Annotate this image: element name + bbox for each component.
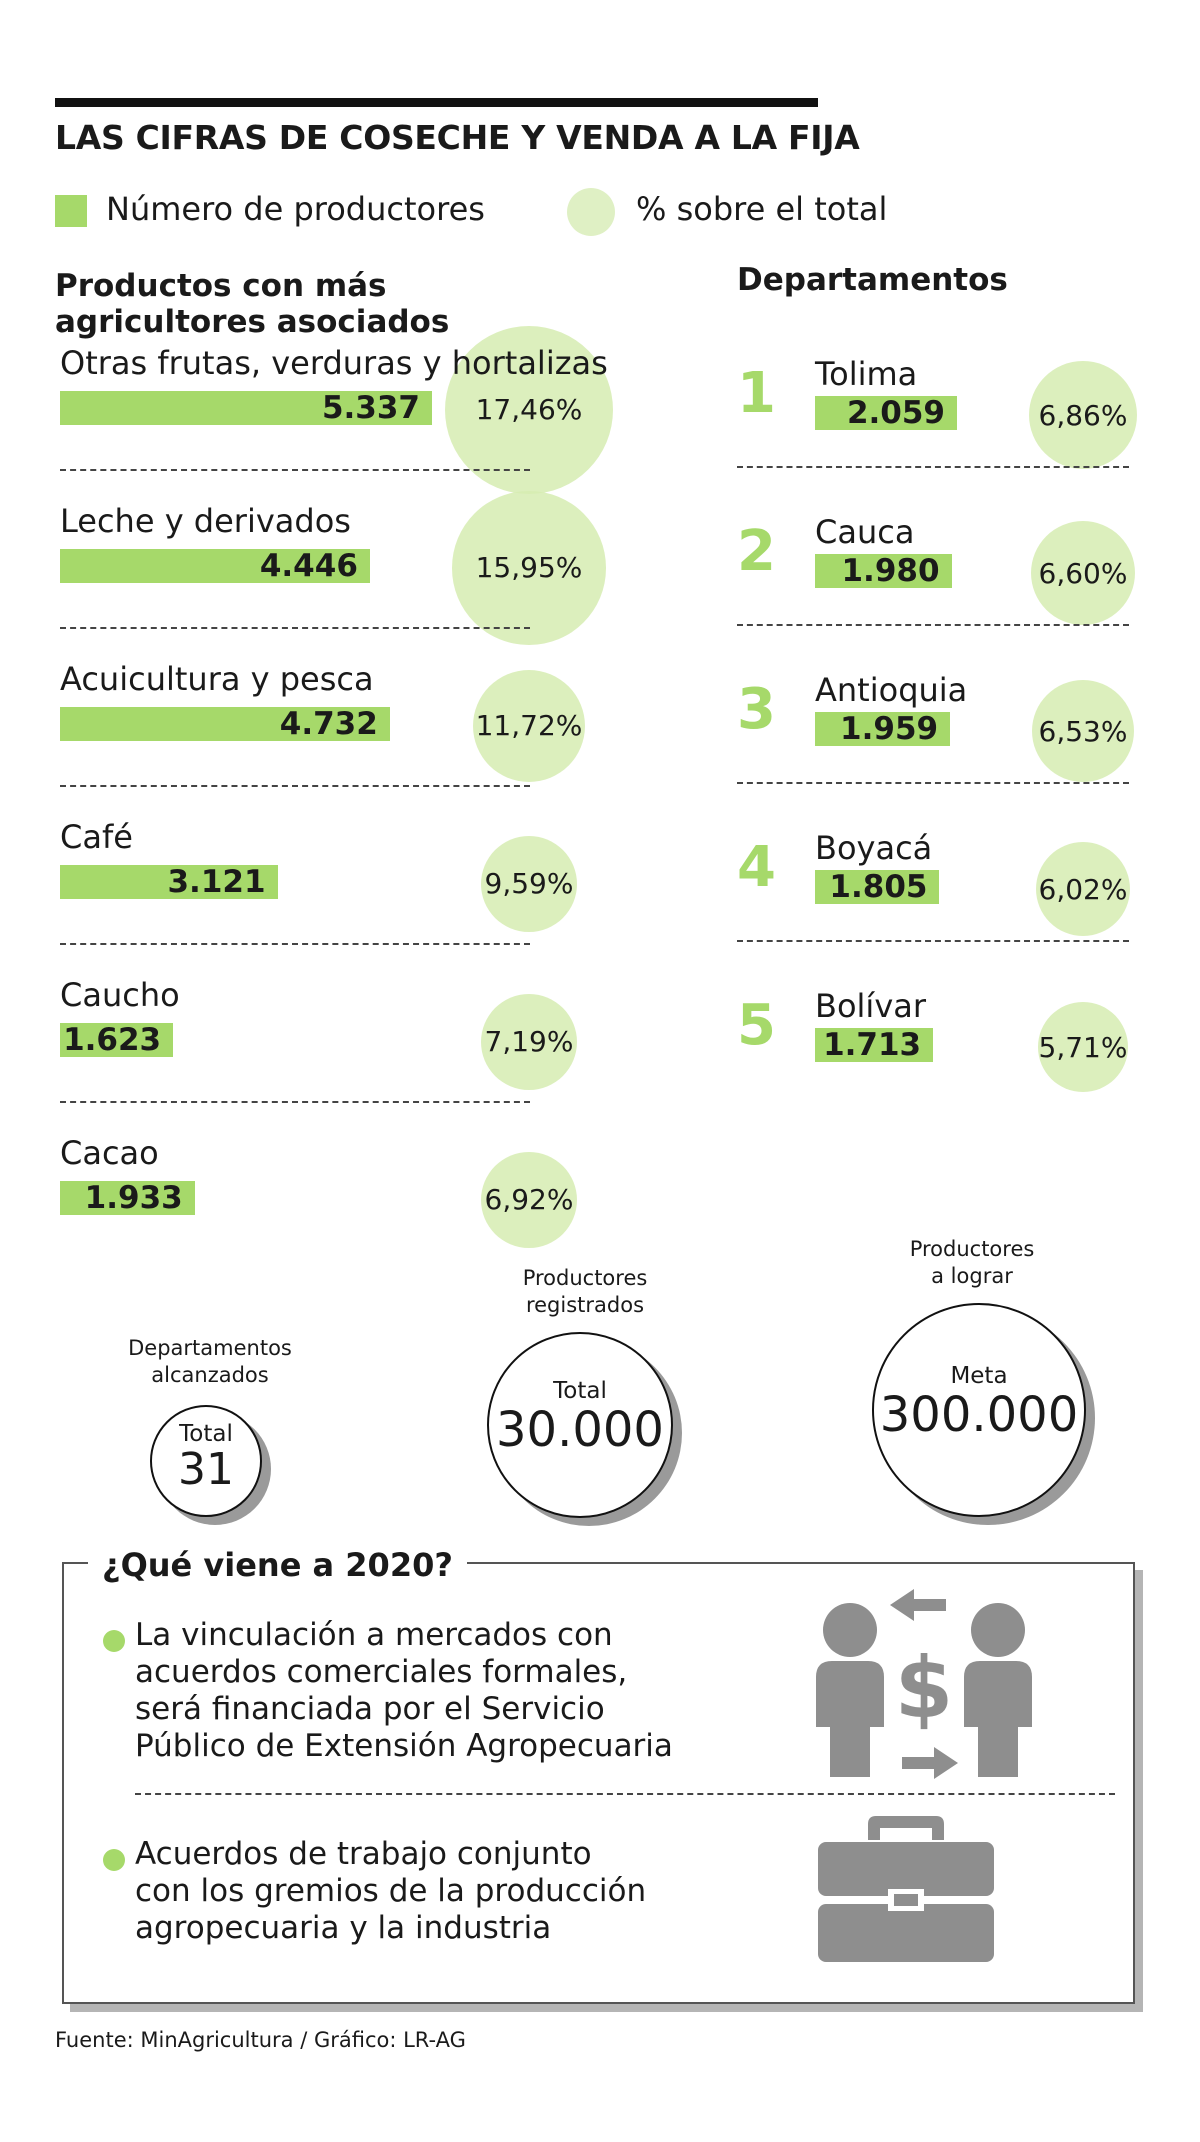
- product-value: 1.623: [63, 1022, 162, 1058]
- product-bar: [60, 391, 432, 425]
- departamentos-total-value: 31: [178, 1444, 234, 1495]
- row-divider: [737, 466, 1129, 468]
- product-bar: [60, 1023, 174, 1057]
- pct-label: 6,02%: [1038, 873, 1128, 906]
- legend-bar-swatch: [55, 195, 87, 227]
- departments-chart-title: Departamentos: [737, 262, 1008, 298]
- rank-number: 2: [737, 519, 776, 584]
- pct-label: 6,92%: [484, 1183, 574, 1216]
- pct-label: 11,72%: [475, 709, 583, 742]
- row-divider: [737, 624, 1129, 626]
- department-bar: [815, 712, 951, 746]
- product-label: Cacao: [60, 1134, 159, 1172]
- product-bar: [60, 1181, 195, 1215]
- product-value: 1.933: [84, 1180, 183, 1216]
- pct-label: 6,86%: [1038, 399, 1128, 432]
- legend-productores: Número de productores: [106, 190, 485, 228]
- pct-circle: [481, 1152, 577, 1248]
- department-value: 2.059: [846, 395, 945, 431]
- rank-number: 4: [737, 835, 776, 900]
- svg-text:$: $: [895, 1639, 953, 1737]
- product-value: 4.732: [279, 706, 378, 742]
- registrados-label: Productores registrados: [522, 1266, 648, 1317]
- product-value: 4.446: [259, 548, 358, 584]
- pct-circle: [481, 994, 577, 1090]
- department-value: 1.980: [841, 553, 940, 589]
- department-bar: [815, 870, 940, 904]
- outlook-item-1: La vinculación a mercados con acuerdos c…: [135, 1617, 673, 1764]
- registrados-total-circle: Total 30.000: [487, 1332, 673, 1518]
- pct-label: 7,19%: [484, 1025, 574, 1058]
- row-divider: [737, 782, 1129, 784]
- meta-total-circle: Meta 300.000: [872, 1303, 1086, 1517]
- department-value: 1.805: [829, 869, 928, 905]
- product-bar: [60, 707, 390, 741]
- row-divider: [60, 627, 530, 629]
- department-value: 1.959: [840, 711, 939, 747]
- departamentos-label: Departamentos alcanzados: [128, 1336, 292, 1387]
- briefcase-icon: [818, 1816, 994, 1962]
- meta-label: Productores a lograr: [909, 1237, 1035, 1288]
- products-chart-title: Productos con más agricultores asociados: [55, 268, 450, 340]
- row-divider: [60, 785, 530, 787]
- product-label: Café: [60, 818, 133, 856]
- department-label: Bolívar: [815, 987, 927, 1025]
- source-note: Fuente: MinAgricultura / Gráfico: LR-AG: [55, 2028, 466, 2052]
- product-bar: [60, 549, 370, 583]
- row-divider: [60, 469, 530, 471]
- title-rule: [55, 98, 818, 107]
- exchange-money-icon: $: [816, 1589, 1032, 1779]
- pct-label: 17,46%: [475, 393, 583, 426]
- legend-porcentaje: % sobre el total: [636, 190, 888, 228]
- department-bar: [815, 554, 952, 588]
- pct-label: 6,53%: [1038, 715, 1128, 748]
- department-bar: [815, 396, 957, 430]
- row-divider: [60, 943, 530, 945]
- page-title: LAS CIFRAS DE COSECHE Y VENDA A LA FIJA: [55, 118, 860, 157]
- department-label: Boyacá: [815, 829, 933, 867]
- pct-circle: [1031, 679, 1135, 783]
- product-label: Caucho: [60, 976, 180, 1014]
- product-value: 5.337: [321, 390, 420, 426]
- meta-total-value: 300.000: [879, 1387, 1079, 1443]
- pct-circle: [472, 669, 586, 783]
- pct-circle: [1038, 1002, 1128, 1092]
- row-divider: [60, 1101, 530, 1103]
- pct-label: 6,60%: [1038, 557, 1128, 590]
- pct-circle: [1029, 361, 1137, 469]
- legend-circle-swatch: [567, 188, 615, 236]
- pct-circle: [1031, 521, 1135, 625]
- departamentos-total-circle: Total 31: [150, 1405, 262, 1517]
- department-bar: [815, 1028, 934, 1062]
- pct-label: 15,95%: [475, 551, 583, 584]
- pct-circle: [1035, 841, 1131, 937]
- outlook-title: ¿Qué viene a 2020?: [88, 1546, 467, 1584]
- outlook-item-2: Acuerdos de trabajo conjunto con los gre…: [135, 1836, 647, 1946]
- department-label: Tolima: [815, 355, 918, 393]
- rank-number: 1: [737, 361, 776, 426]
- bullet-dot: [103, 1630, 125, 1652]
- product-label: Otras frutas, verduras y hortalizas: [60, 344, 608, 382]
- product-label: Acuicultura y pesca: [60, 660, 374, 698]
- pct-circle: [445, 326, 613, 494]
- outlook-divider: [135, 1793, 1115, 1795]
- pct-circle: [452, 491, 606, 645]
- department-label: Cauca: [815, 513, 915, 551]
- pct-label: 9,59%: [484, 867, 574, 900]
- pct-label: 5,71%: [1038, 1031, 1128, 1064]
- registrados-total-value: 30.000: [496, 1402, 664, 1458]
- pct-circle: [481, 836, 577, 932]
- rank-number: 5: [737, 993, 776, 1058]
- product-bar: [60, 865, 278, 899]
- product-label: Leche y derivados: [60, 502, 351, 540]
- bullet-dot: [103, 1849, 125, 1871]
- row-divider: [737, 940, 1129, 942]
- product-value: 3.121: [167, 864, 266, 900]
- department-label: Antioquia: [815, 671, 968, 709]
- rank-number: 3: [737, 677, 776, 742]
- department-value: 1.713: [823, 1027, 922, 1063]
